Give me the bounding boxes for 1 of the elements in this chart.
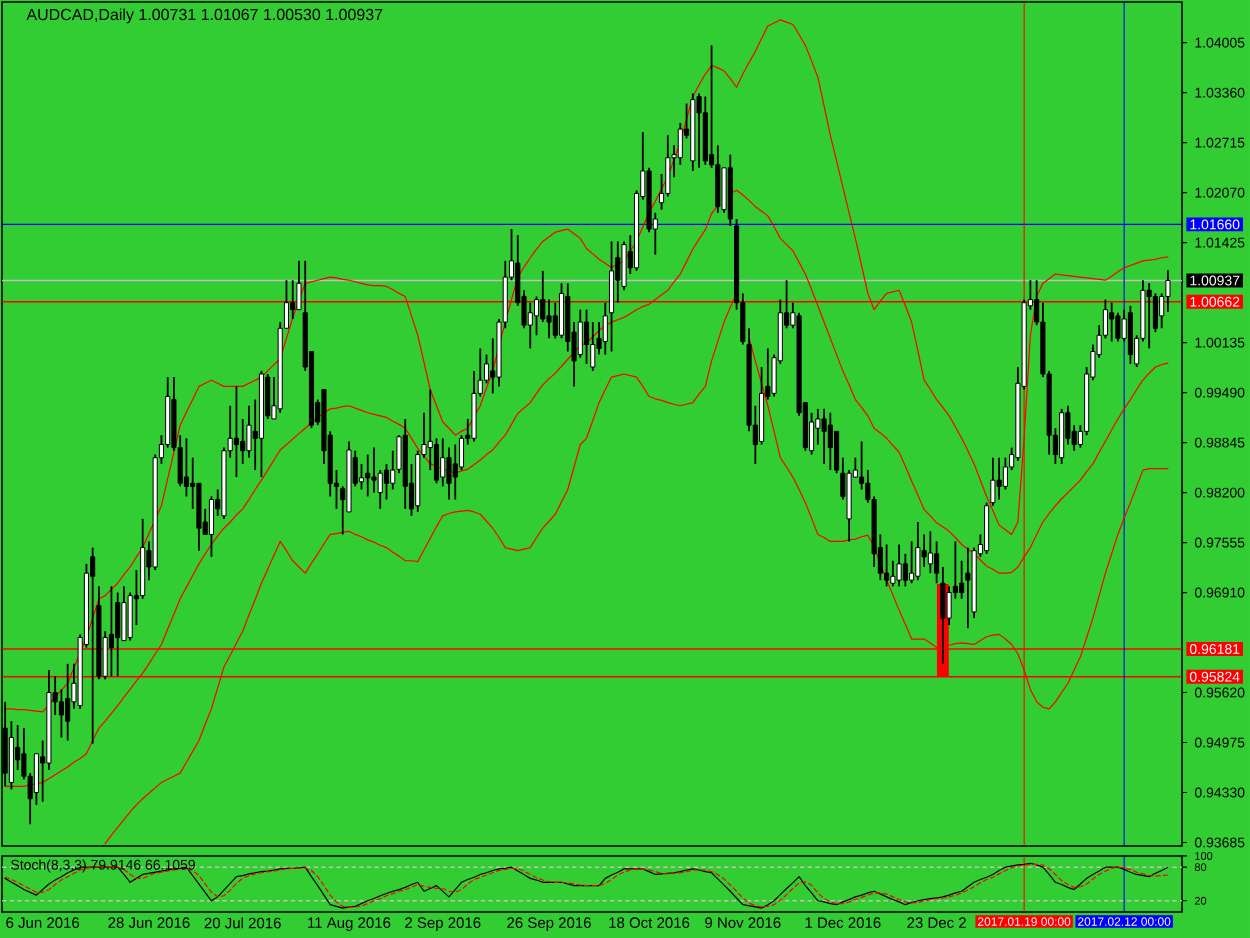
chart-title: AUDCAD,Daily 1.00731 1.01067 1.00530 1.00937 xyxy=(26,8,383,24)
